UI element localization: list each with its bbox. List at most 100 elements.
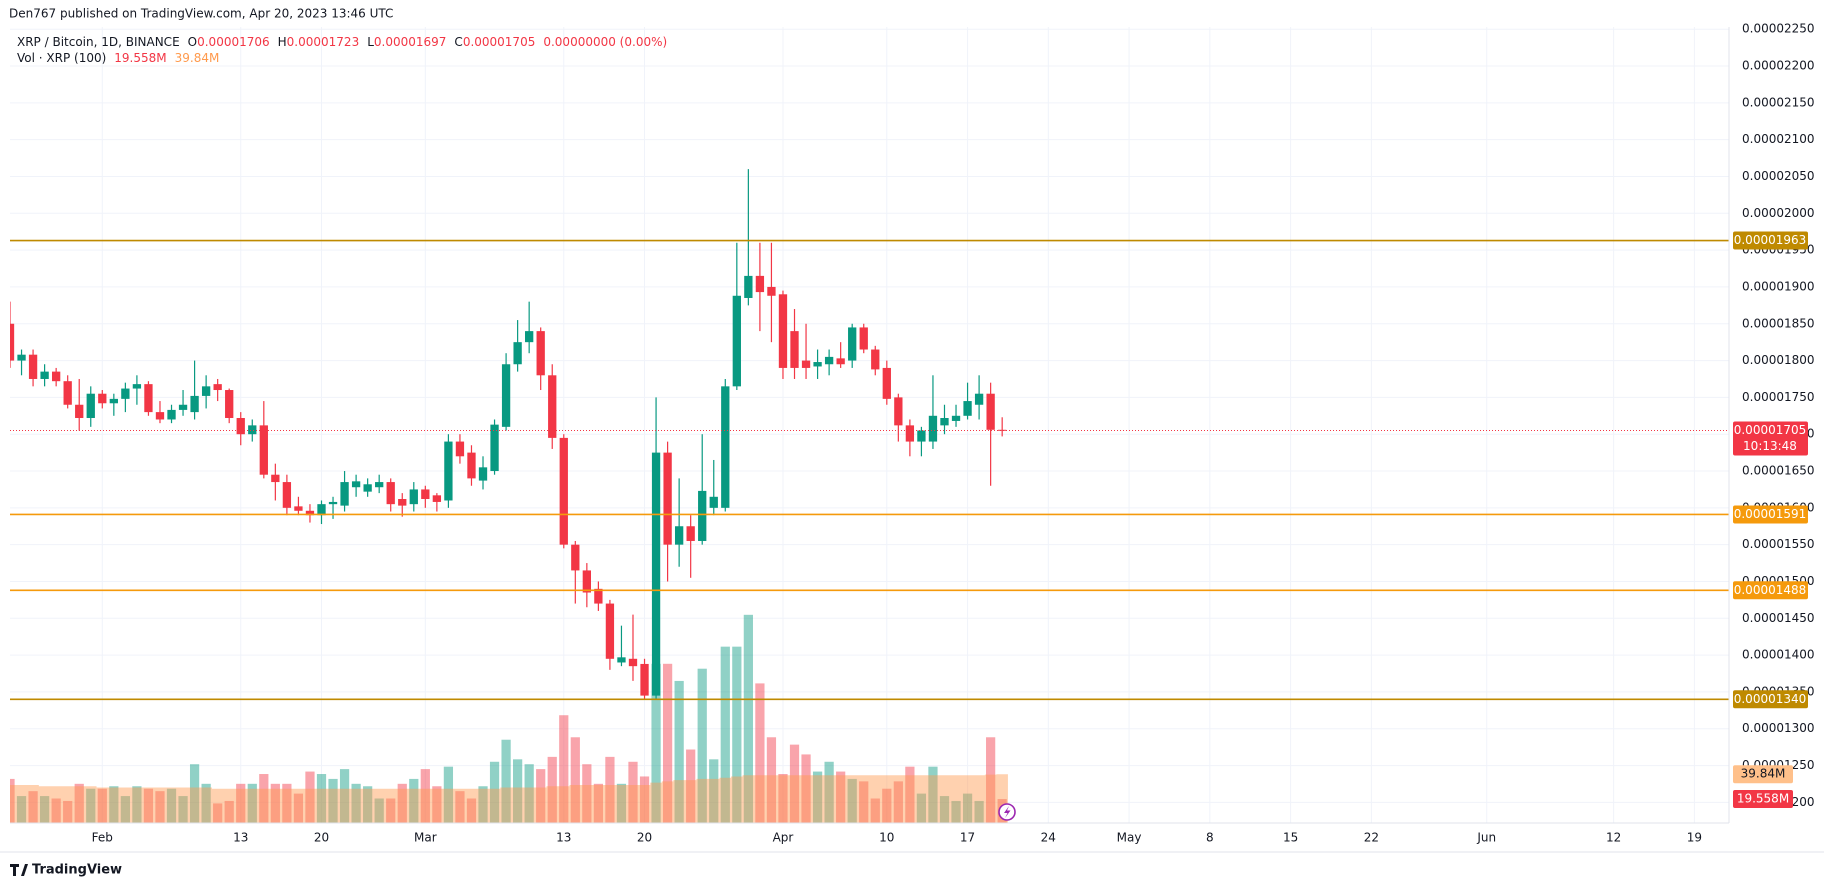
x-tick-label: 20 <box>314 831 329 845</box>
y-tick-label: 0.00001850 <box>1742 316 1815 330</box>
candle-body <box>305 510 315 516</box>
x-tick-label: Apr <box>773 831 794 845</box>
volume-bar <box>28 791 38 823</box>
volume-bar <box>743 614 753 823</box>
y-tick-label: 0.00001750 <box>1742 390 1815 404</box>
legend-value: 0.00001697 <box>374 35 447 49</box>
volume-ma-label: 39.84M <box>1741 767 1786 781</box>
candle-body <box>75 404 84 419</box>
alert-icon[interactable] <box>998 803 1016 821</box>
y-tick-label: 0.00002200 <box>1742 59 1815 73</box>
volume-bar <box>86 788 96 823</box>
volume-bar <box>974 800 984 823</box>
volume-bar <box>39 796 50 823</box>
candle-body <box>386 482 395 505</box>
level-label-box <box>1733 581 1808 600</box>
candle-body <box>17 354 26 361</box>
volume-bar <box>16 796 27 823</box>
volume-bar <box>386 798 396 823</box>
level-label-box <box>1733 231 1808 250</box>
volume-bar <box>893 781 903 823</box>
candle-body <box>490 424 499 472</box>
candle-body <box>144 384 153 413</box>
x-tick-label: May <box>1117 831 1142 845</box>
volume-bar <box>51 798 61 823</box>
candle-body <box>444 441 453 501</box>
volume-bar <box>962 793 973 823</box>
x-tick-label: 8 <box>1206 831 1214 845</box>
candle-body <box>767 286 776 296</box>
legend-value: 0.00001723 <box>287 35 360 49</box>
volume-bar <box>224 800 234 823</box>
volume-bar <box>870 798 880 823</box>
candle-body <box>317 504 326 516</box>
last-price-label: 0.00001705 <box>1734 423 1807 437</box>
candle-body <box>732 295 741 387</box>
volume-bar <box>316 774 327 823</box>
y-tick-label: 0.00001450 <box>1742 611 1815 625</box>
x-tick-label: 12 <box>1606 831 1621 845</box>
volume-bar <box>213 803 223 823</box>
axes: 0.000012000.000012500.000013000.00001350… <box>92 22 1815 845</box>
volume-ma-area <box>10 774 1008 823</box>
volume-bar <box>639 776 650 823</box>
candle-body <box>86 393 95 419</box>
volume-bar <box>282 783 292 823</box>
candle-body <box>882 367 891 399</box>
candle-body <box>571 544 580 571</box>
volume-bar <box>420 769 430 823</box>
candle-body <box>640 663 649 696</box>
candle-body <box>686 526 695 541</box>
x-tick-label: 19 <box>1687 831 1702 845</box>
volume-bar <box>986 737 996 823</box>
volume-bar <box>616 783 627 823</box>
legend-volume-name: Vol · XRP (100) <box>17 51 106 65</box>
candle-body <box>363 484 372 492</box>
candle-body <box>963 401 972 416</box>
y-tick-label: 0.00002150 <box>1742 95 1815 109</box>
y-tick-label: 0.00002250 <box>1742 22 1815 36</box>
legend-key: O <box>188 35 197 49</box>
volume-bar <box>824 761 834 823</box>
legend-key: L <box>367 35 374 49</box>
x-tick-label: 17 <box>960 831 975 845</box>
volume-bar <box>547 756 557 823</box>
price-pane <box>10 169 1729 701</box>
candle-body <box>813 362 822 367</box>
y-tick-label: 0.00001900 <box>1742 279 1815 293</box>
candle-body <box>259 425 268 475</box>
candle-body <box>155 412 165 420</box>
candle-body <box>421 489 430 500</box>
y-tick-label: 0.00001400 <box>1742 648 1815 662</box>
volume-bar <box>328 778 338 823</box>
candle-body <box>674 526 684 545</box>
y-tick-label: 0.00002100 <box>1742 132 1815 146</box>
y-tick-label: 0.00002000 <box>1742 206 1815 220</box>
candle-body <box>10 323 15 361</box>
volume-bar <box>801 754 811 823</box>
candle-body <box>271 474 280 483</box>
candle-body <box>824 356 834 365</box>
volume-bar <box>478 786 488 823</box>
volume-bar <box>882 788 892 823</box>
volume-bar <box>778 774 788 823</box>
volume-bar <box>847 778 857 823</box>
candle-body <box>836 358 845 365</box>
candle-body <box>663 452 672 545</box>
footer-logo[interactable]: TradingView <box>10 863 122 878</box>
y-tick-label: 0.00002050 <box>1742 169 1815 183</box>
candle-body <box>651 452 661 696</box>
volume-bar <box>259 774 269 823</box>
volume-bar <box>10 778 15 823</box>
candle-body <box>432 495 442 502</box>
candle-body <box>628 658 638 667</box>
candle-body <box>928 415 938 442</box>
legend-volume-value: 19.558M <box>114 51 166 65</box>
candle-body <box>986 393 995 430</box>
volume-bar <box>143 788 154 823</box>
volume-bar <box>605 756 615 823</box>
volume-bar <box>789 744 800 823</box>
volume-bar <box>812 771 823 823</box>
volume-bar <box>270 783 280 823</box>
